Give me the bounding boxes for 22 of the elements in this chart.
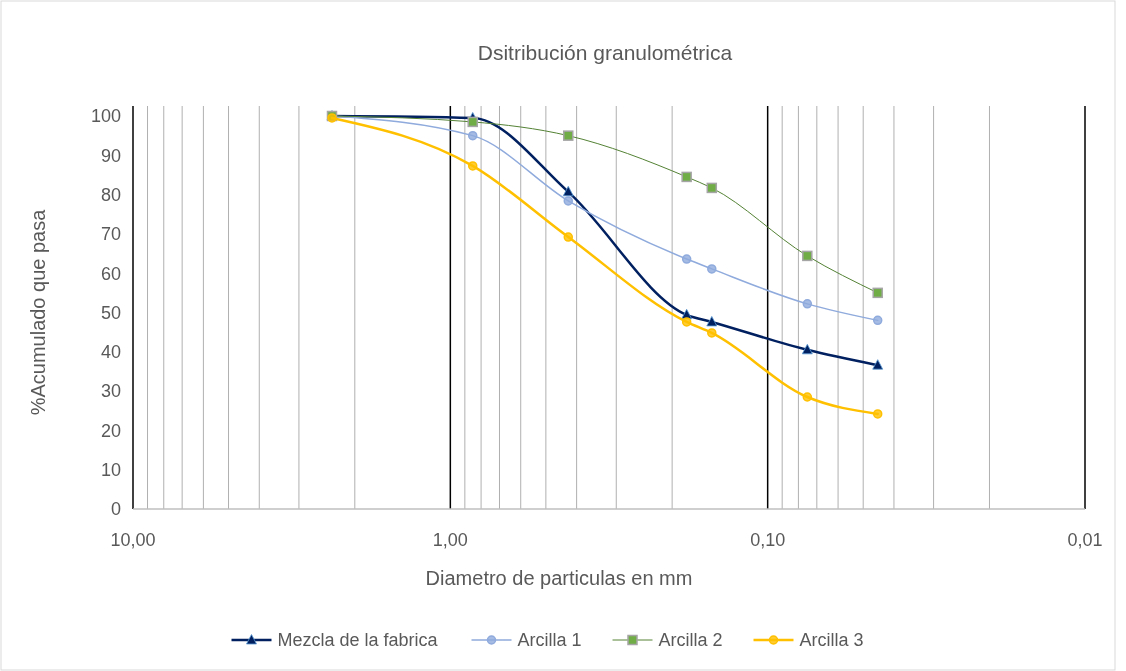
y-tick-label: 80 — [100, 184, 121, 205]
y-tick-label: 0 — [110, 499, 121, 520]
y-tick-label: 90 — [100, 145, 121, 166]
x-tick-label: 0,10 — [750, 530, 786, 550]
x-tick-label: 10,00 — [110, 530, 156, 550]
legend-label: Arcilla 2 — [658, 630, 723, 651]
y-tick-label: 50 — [100, 302, 121, 323]
legend-label: Mezcla de la fabrica — [277, 630, 439, 651]
chart-title: Dsitribución granulométrica — [477, 41, 733, 64]
y-tick-label: 30 — [100, 381, 121, 402]
y-tick-label: 10 — [100, 460, 121, 480]
legend-label: Arcilla 1 — [517, 630, 582, 651]
legend-label: Arcilla 3 — [799, 630, 864, 651]
x-axis-title: Diametro de particulas en mm — [425, 567, 693, 589]
y-tick-label: 40 — [100, 342, 121, 363]
y-tick-label: 20 — [100, 420, 121, 441]
x-tick-label: 0,01 — [1067, 530, 1103, 550]
y-tick-label: 100 — [90, 106, 121, 127]
x-tick-label: 1,00 — [432, 530, 468, 550]
y-tick-label: 60 — [100, 263, 121, 284]
y-tick-label: 70 — [100, 224, 121, 245]
y-axis-title: %Acumulado que pasa — [27, 208, 49, 416]
